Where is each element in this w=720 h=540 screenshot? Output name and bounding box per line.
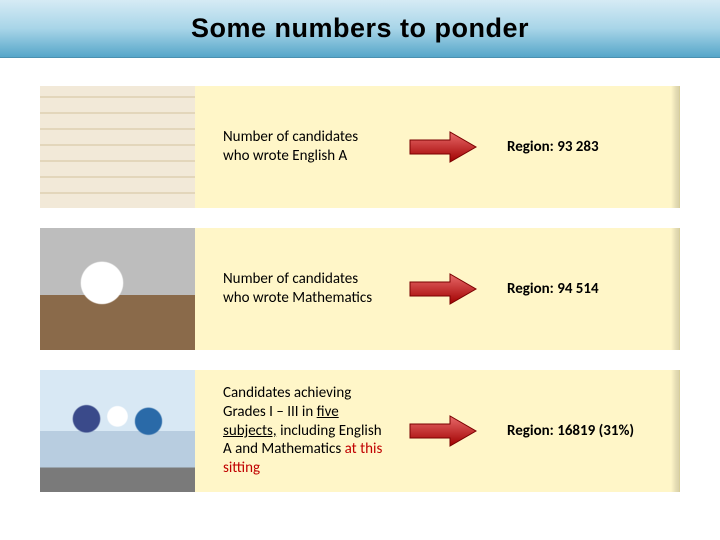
info-panel: Number of candidates who wrote Mathemati… xyxy=(195,228,680,350)
title-bar: Some numbers to ponder xyxy=(0,0,720,58)
arrow-icon xyxy=(383,413,503,449)
arrow-icon xyxy=(383,271,503,307)
content-area: Number of candidates who wrote English A… xyxy=(0,58,720,502)
stat-row: Number of candidates who wrote Mathemati… xyxy=(40,228,680,350)
stat-result: Region: 93 283 xyxy=(503,138,679,156)
photo-student xyxy=(40,228,195,350)
stat-description: Number of candidates who wrote Mathemati… xyxy=(223,270,383,308)
stat-description: Candidates achieving Grades I – III in f… xyxy=(223,384,383,478)
info-panel: Candidates achieving Grades I – III in f… xyxy=(195,370,680,492)
stat-result: Region: 94 514 xyxy=(503,280,679,298)
stat-row: Candidates achieving Grades I – III in f… xyxy=(40,370,680,492)
stat-result: Region: 16819 (31%) xyxy=(503,422,679,440)
arrow-icon xyxy=(383,129,503,165)
stat-row: Number of candidates who wrote English A… xyxy=(40,86,680,208)
photo-writing xyxy=(40,86,195,208)
info-panel: Number of candidates who wrote English A… xyxy=(195,86,680,208)
photo-group xyxy=(40,370,195,492)
page-title: Some numbers to ponder xyxy=(191,13,529,44)
stat-description: Number of candidates who wrote English A xyxy=(223,128,383,166)
